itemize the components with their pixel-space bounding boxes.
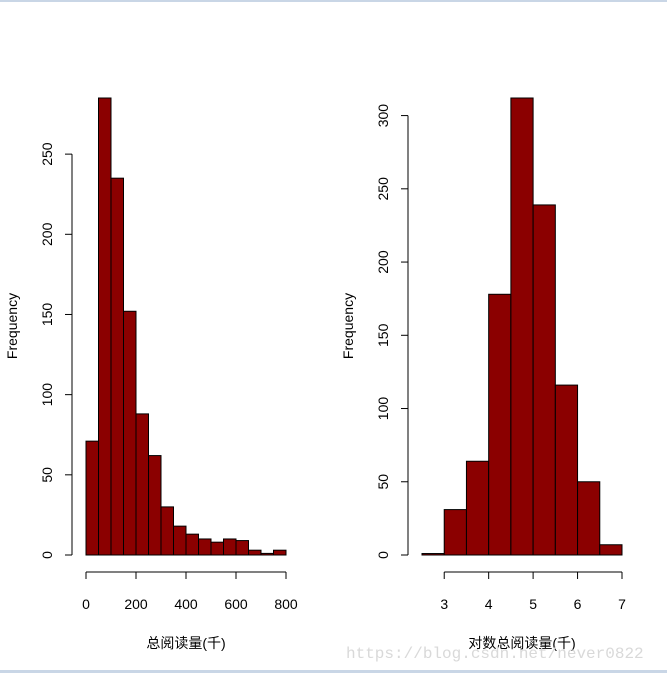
window-top-border — [0, 0, 667, 2]
x-tick-label: 3 — [440, 596, 448, 612]
histogram-bar — [210, 541, 224, 556]
y-tick-label: 50 — [39, 467, 55, 483]
histogram-bar — [185, 533, 199, 556]
histogram-bar — [248, 549, 262, 556]
y-tick-label: 150 — [39, 303, 55, 327]
histogram-bar — [123, 310, 137, 556]
y-tick-label: 300 — [375, 104, 391, 128]
x-tick-label: 6 — [574, 596, 582, 612]
histogram-bar — [488, 293, 512, 556]
histogram-bar — [273, 549, 287, 556]
x-tick-label: 7 — [618, 596, 626, 612]
y-tick-label: 0 — [39, 551, 55, 559]
histogram-bar — [173, 525, 187, 556]
y-axis-label: Frequency — [340, 293, 356, 359]
x-tick-label: 800 — [274, 596, 298, 612]
y-tick-label: 100 — [39, 383, 55, 407]
histogram-bar — [465, 460, 490, 556]
y-tick-label: 50 — [375, 474, 391, 490]
histogram-log-total-reads: 3 4 5 6 7 0 50 100 150 200 250 300 对数总阅读量(千) Frequenc… — [340, 97, 626, 651]
histogram-bar — [260, 552, 274, 556]
histogram-bar — [532, 204, 556, 556]
y-tick-label: 250 — [375, 177, 391, 201]
watermark: https://blog.csdn.net/never0822 — [346, 645, 644, 663]
histogram-total-reads: 0 200 400 600 800 0 50 100 150 200 250 总阅读量(千) Frequ… — [4, 97, 298, 651]
y-tick-label: 100 — [375, 397, 391, 421]
histogram-bar — [599, 544, 623, 556]
window-bottom-border — [0, 670, 667, 673]
x-axis-label: 总阅读量(千) — [146, 635, 225, 651]
histogram-bar — [98, 97, 112, 556]
histogram-bar — [110, 177, 124, 556]
y-tick-label: 200 — [39, 222, 55, 246]
y-tick-label: 0 — [375, 551, 391, 559]
x-tick-label: 0 — [82, 596, 90, 612]
histogram-bar — [510, 97, 534, 556]
y-tick-label: 250 — [39, 142, 55, 166]
y-axis-label: Frequency — [4, 293, 20, 359]
x-tick-label: 4 — [485, 596, 493, 612]
x-tick-label: 5 — [529, 596, 537, 612]
y-tick-label: 200 — [375, 250, 391, 274]
histogram-bar — [148, 455, 162, 556]
histogram-bar — [235, 540, 249, 556]
histogram-bar — [443, 509, 467, 556]
histogram-bar — [198, 538, 212, 556]
y-tick-label: 150 — [375, 323, 391, 347]
x-tick-label: 600 — [224, 596, 248, 612]
x-axis-label: 对数总阅读量(千) — [468, 635, 575, 651]
histogram-bar — [85, 440, 99, 556]
histogram-bar — [223, 538, 237, 556]
x-tick-label: 400 — [174, 596, 198, 612]
x-tick-label: 200 — [124, 596, 148, 612]
histogram-bar — [135, 413, 149, 556]
histogram-bar — [577, 481, 601, 556]
histogram-bar — [554, 384, 579, 556]
histogram-bar — [160, 506, 174, 556]
histogram-bar — [421, 553, 445, 556]
